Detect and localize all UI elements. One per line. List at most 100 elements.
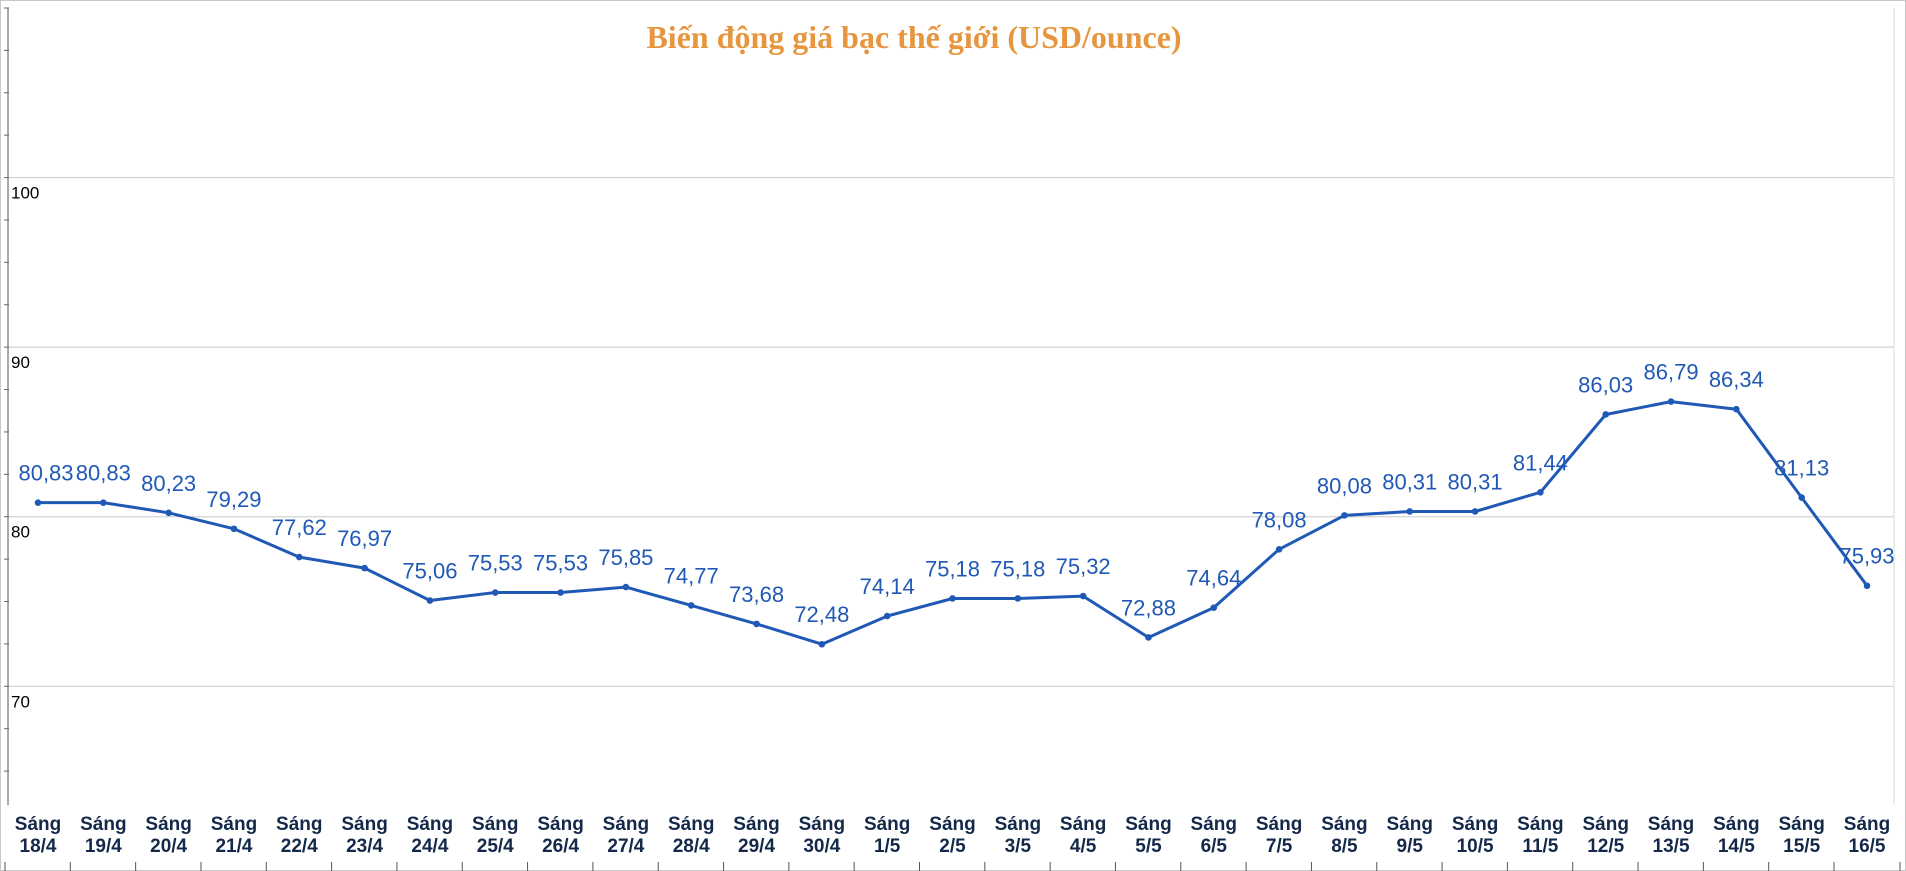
data-point [1145, 634, 1152, 641]
x-tick-label-line1: Sáng [1648, 814, 1694, 835]
data-label: 77,62 [272, 515, 327, 540]
data-point [1341, 512, 1348, 519]
data-label: 81,13 [1774, 456, 1829, 481]
x-tick-label-line1: Sáng [1452, 814, 1498, 835]
data-label: 72,48 [794, 602, 849, 627]
data-point [1471, 508, 1479, 515]
data-point [1602, 411, 1610, 418]
x-tick-label-line1: Sáng [1582, 814, 1628, 835]
data-label: 73,68 [729, 582, 784, 607]
x-tick-label-line2: 7/5 [1266, 836, 1293, 857]
data-point [1406, 508, 1414, 515]
x-tick-label-line1: Sáng [799, 814, 845, 835]
data-label: 74,64 [1186, 566, 1241, 591]
x-tick-label-line2: 5/5 [1135, 836, 1162, 857]
x-tick-label-line1: Sáng [603, 814, 649, 835]
x-tick-label-line2: 26/4 [542, 836, 579, 857]
x-tick-label-line2: 21/4 [215, 836, 252, 857]
data-point [34, 499, 42, 506]
x-tick-label-line2: 24/4 [411, 836, 448, 857]
data-point [1210, 604, 1218, 611]
x-tick-label-line1: Sáng [80, 814, 126, 835]
data-label: 75,53 [533, 551, 588, 576]
data-label: 75,18 [990, 556, 1045, 581]
x-tick-label-line1: Sáng [1778, 814, 1824, 835]
data-label: 79,29 [206, 487, 261, 512]
data-label: 80,08 [1317, 473, 1372, 498]
x-tick-label-line2: 25/4 [477, 836, 514, 857]
chart-title: Biến động giá bạc thế giới (USD/ounce) [646, 19, 1181, 55]
x-tick-label-line1: Sáng [1517, 814, 1563, 835]
data-point [1863, 582, 1871, 590]
data-point [557, 589, 564, 596]
x-tick-label-line2: 23/4 [346, 836, 383, 857]
data-point [1798, 494, 1805, 501]
data-point [818, 640, 826, 648]
data-label: 74,77 [664, 563, 719, 588]
data-point [426, 597, 434, 604]
x-tick-label-line1: Sáng [537, 814, 583, 835]
x-tick-label-line2: 3/5 [1005, 836, 1032, 857]
data-label: 75,85 [598, 545, 653, 570]
x-tick-label-line2: 20/4 [150, 836, 187, 857]
data-label: 80,31 [1382, 469, 1437, 494]
x-tick-label-line2: 19/4 [85, 836, 122, 857]
data-label: 80,83 [18, 461, 73, 486]
x-tick-label-line2: 14/5 [1718, 836, 1755, 857]
x-tick-label-line1: Sáng [1844, 814, 1890, 835]
x-tick-label-line2: 15/5 [1783, 836, 1820, 857]
x-tick-label-line2: 2/5 [939, 836, 966, 857]
x-tick-label-line1: Sáng [1256, 814, 1302, 835]
data-point [622, 583, 630, 591]
x-tick-label-line1: Sáng [341, 814, 387, 835]
x-tick-label-line2: 11/5 [1522, 836, 1558, 857]
x-tick-label-line1: Sáng [1060, 814, 1106, 835]
data-point [165, 509, 172, 517]
y-tick-label: 80 [11, 523, 30, 542]
data-label: 75,18 [925, 556, 980, 581]
x-tick-label-line2: 4/5 [1070, 836, 1097, 857]
data-label: 72,88 [1121, 595, 1176, 620]
x-tick-label-line2: 8/5 [1331, 836, 1358, 857]
x-tick-label-line1: Sáng [145, 814, 191, 835]
data-label: 75,32 [1056, 554, 1111, 579]
y-tick-label: 100 [11, 184, 39, 203]
data-label: 86,79 [1644, 360, 1699, 385]
data-label: 81,44 [1513, 450, 1568, 475]
data-label: 75,53 [468, 551, 523, 576]
x-tick-label-line2: 1/5 [874, 836, 901, 857]
x-tick-label-line2: 13/5 [1653, 836, 1690, 857]
data-label: 75,93 [1839, 544, 1894, 569]
x-tick-label-line2: 16/5 [1849, 836, 1886, 857]
x-tick-label-line1: Sáng [1125, 814, 1171, 835]
x-tick-label-line1: Sáng [668, 814, 714, 835]
x-tick-label-line2: 27/4 [607, 836, 644, 857]
x-tick-label-line2: 29/4 [738, 836, 775, 857]
data-point [949, 595, 956, 602]
data-label: 74,14 [860, 574, 915, 599]
data-point [1014, 595, 1022, 602]
data-point [687, 602, 695, 609]
data-label: 80,31 [1448, 469, 1503, 494]
data-label: 86,03 [1578, 372, 1633, 397]
x-tick-label-line1: Sáng [1713, 814, 1759, 835]
x-tick-label-line1: Sáng [1387, 814, 1433, 835]
x-tick-label-line1: Sáng [1321, 814, 1367, 835]
x-tick-label-line2: 10/5 [1457, 836, 1494, 857]
x-tick-label-line1: Sáng [864, 814, 910, 835]
data-point [361, 564, 368, 572]
data-point [1079, 592, 1087, 600]
x-tick-label-line2: 22/4 [281, 836, 318, 857]
x-tick-label-line2: 28/4 [673, 836, 710, 857]
data-point [295, 553, 303, 561]
data-point [1537, 489, 1544, 496]
data-point [100, 499, 107, 506]
data-label: 76,97 [337, 526, 392, 551]
data-point [1733, 405, 1740, 413]
x-tick-label-line2: 6/5 [1201, 836, 1228, 857]
x-tick-label-line1: Sáng [929, 814, 975, 835]
data-point [883, 612, 891, 620]
data-label: 80,23 [141, 471, 196, 496]
